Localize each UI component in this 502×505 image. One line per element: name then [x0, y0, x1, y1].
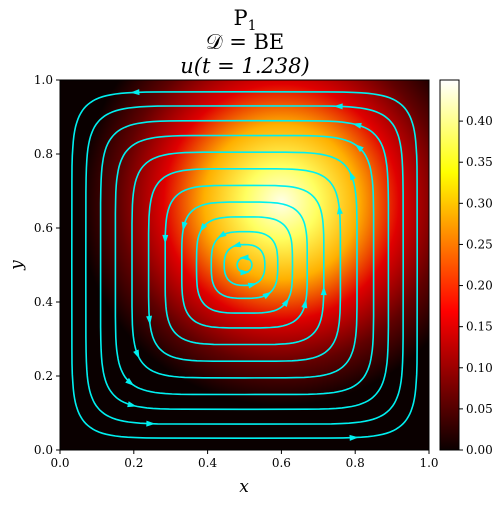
streamline-arrow	[301, 298, 308, 309]
streamline-arrow	[349, 434, 359, 441]
colorbar-tick-label: 0.15	[466, 320, 493, 334]
chart-title-line-3: u(t = 1.238)	[180, 54, 310, 78]
colorbar-tick-label: 0.40	[466, 114, 493, 128]
colorbar-tick-label: 0.25	[466, 237, 493, 251]
streamline	[114, 134, 375, 396]
streamline-arrow	[247, 282, 258, 289]
colorbar-tick-label: 0.30	[466, 196, 493, 210]
x-tick-label: 0.6	[272, 456, 291, 470]
streamlines	[70, 89, 418, 441]
streamline	[195, 216, 294, 314]
y-axis-label: y	[7, 260, 27, 271]
streamline-arrow	[336, 205, 343, 215]
streamline-arrow	[133, 349, 140, 359]
colorbar-tick-label: 0.35	[466, 155, 493, 169]
streamline-arrow	[146, 420, 156, 427]
streamline-arrow	[333, 103, 343, 110]
colorbar	[439, 79, 460, 451]
streamline	[84, 105, 404, 425]
streamline	[147, 168, 342, 362]
colorbar-tick-label: 0.00	[466, 443, 493, 457]
y-tick-label: 0.6	[34, 221, 53, 235]
x-tick-label: 0.4	[198, 456, 217, 470]
streamline-arrow	[262, 291, 272, 300]
x-tick-label: 0.0	[50, 456, 69, 470]
x-tick-label: 1.0	[419, 456, 438, 470]
colorbar-ticks: 0.00 0.05 0.10 0.15 0.20 0.25 0.30 0.35 0.40	[459, 114, 493, 457]
x-tick-label: 0.8	[346, 456, 365, 470]
streamline-arrow	[146, 315, 153, 325]
plot-frame	[59, 79, 430, 451]
colorbar-tick-label: 0.20	[466, 279, 493, 293]
streamline	[99, 119, 390, 411]
streamline	[223, 243, 266, 287]
chart-title-line-1: P1	[233, 6, 257, 35]
streamline-arrow	[231, 241, 242, 248]
colorbar-tick-label: 0.05	[466, 402, 493, 416]
colorbar-tick-label: 0.10	[466, 361, 493, 375]
streamline-arrow	[181, 221, 188, 232]
streamline-arrow	[354, 144, 364, 153]
streamline-arrow	[320, 286, 327, 296]
streamline-arrow	[240, 269, 250, 276]
streamline-arrow	[217, 230, 227, 239]
x-axis-label: x	[239, 477, 249, 497]
streamline-arrow	[281, 297, 290, 308]
streamline-arrow	[127, 401, 137, 408]
y-tick-label: 1.0	[34, 73, 53, 87]
y-tick-label: 0.0	[34, 443, 53, 457]
chart-title-line-2: 𝒟 = BE	[205, 30, 285, 54]
y-tick-label: 0.8	[34, 147, 53, 161]
heatmap-field	[60, 80, 429, 450]
streamline-arrow	[162, 234, 169, 244]
y-ticks: 0.0 0.2 0.4 0.6 0.8 1.0	[34, 73, 60, 457]
streamline-arrow	[352, 122, 362, 129]
x-tick-label: 0.2	[124, 456, 143, 470]
y-tick-label: 0.4	[34, 295, 53, 309]
streamline-arrow	[125, 377, 135, 386]
streamline	[181, 201, 308, 329]
streamline-arrow	[349, 171, 356, 181]
streamline-arrow	[130, 89, 140, 96]
streamline-arrow	[239, 254, 249, 261]
streamline	[131, 151, 358, 379]
x-ticks: 0.0 0.2 0.4 0.6 0.8 1.0	[50, 450, 439, 470]
y-tick-label: 0.2	[34, 369, 53, 383]
streamline	[164, 184, 325, 346]
streamline	[70, 90, 418, 440]
streamline-arrow	[199, 222, 208, 233]
